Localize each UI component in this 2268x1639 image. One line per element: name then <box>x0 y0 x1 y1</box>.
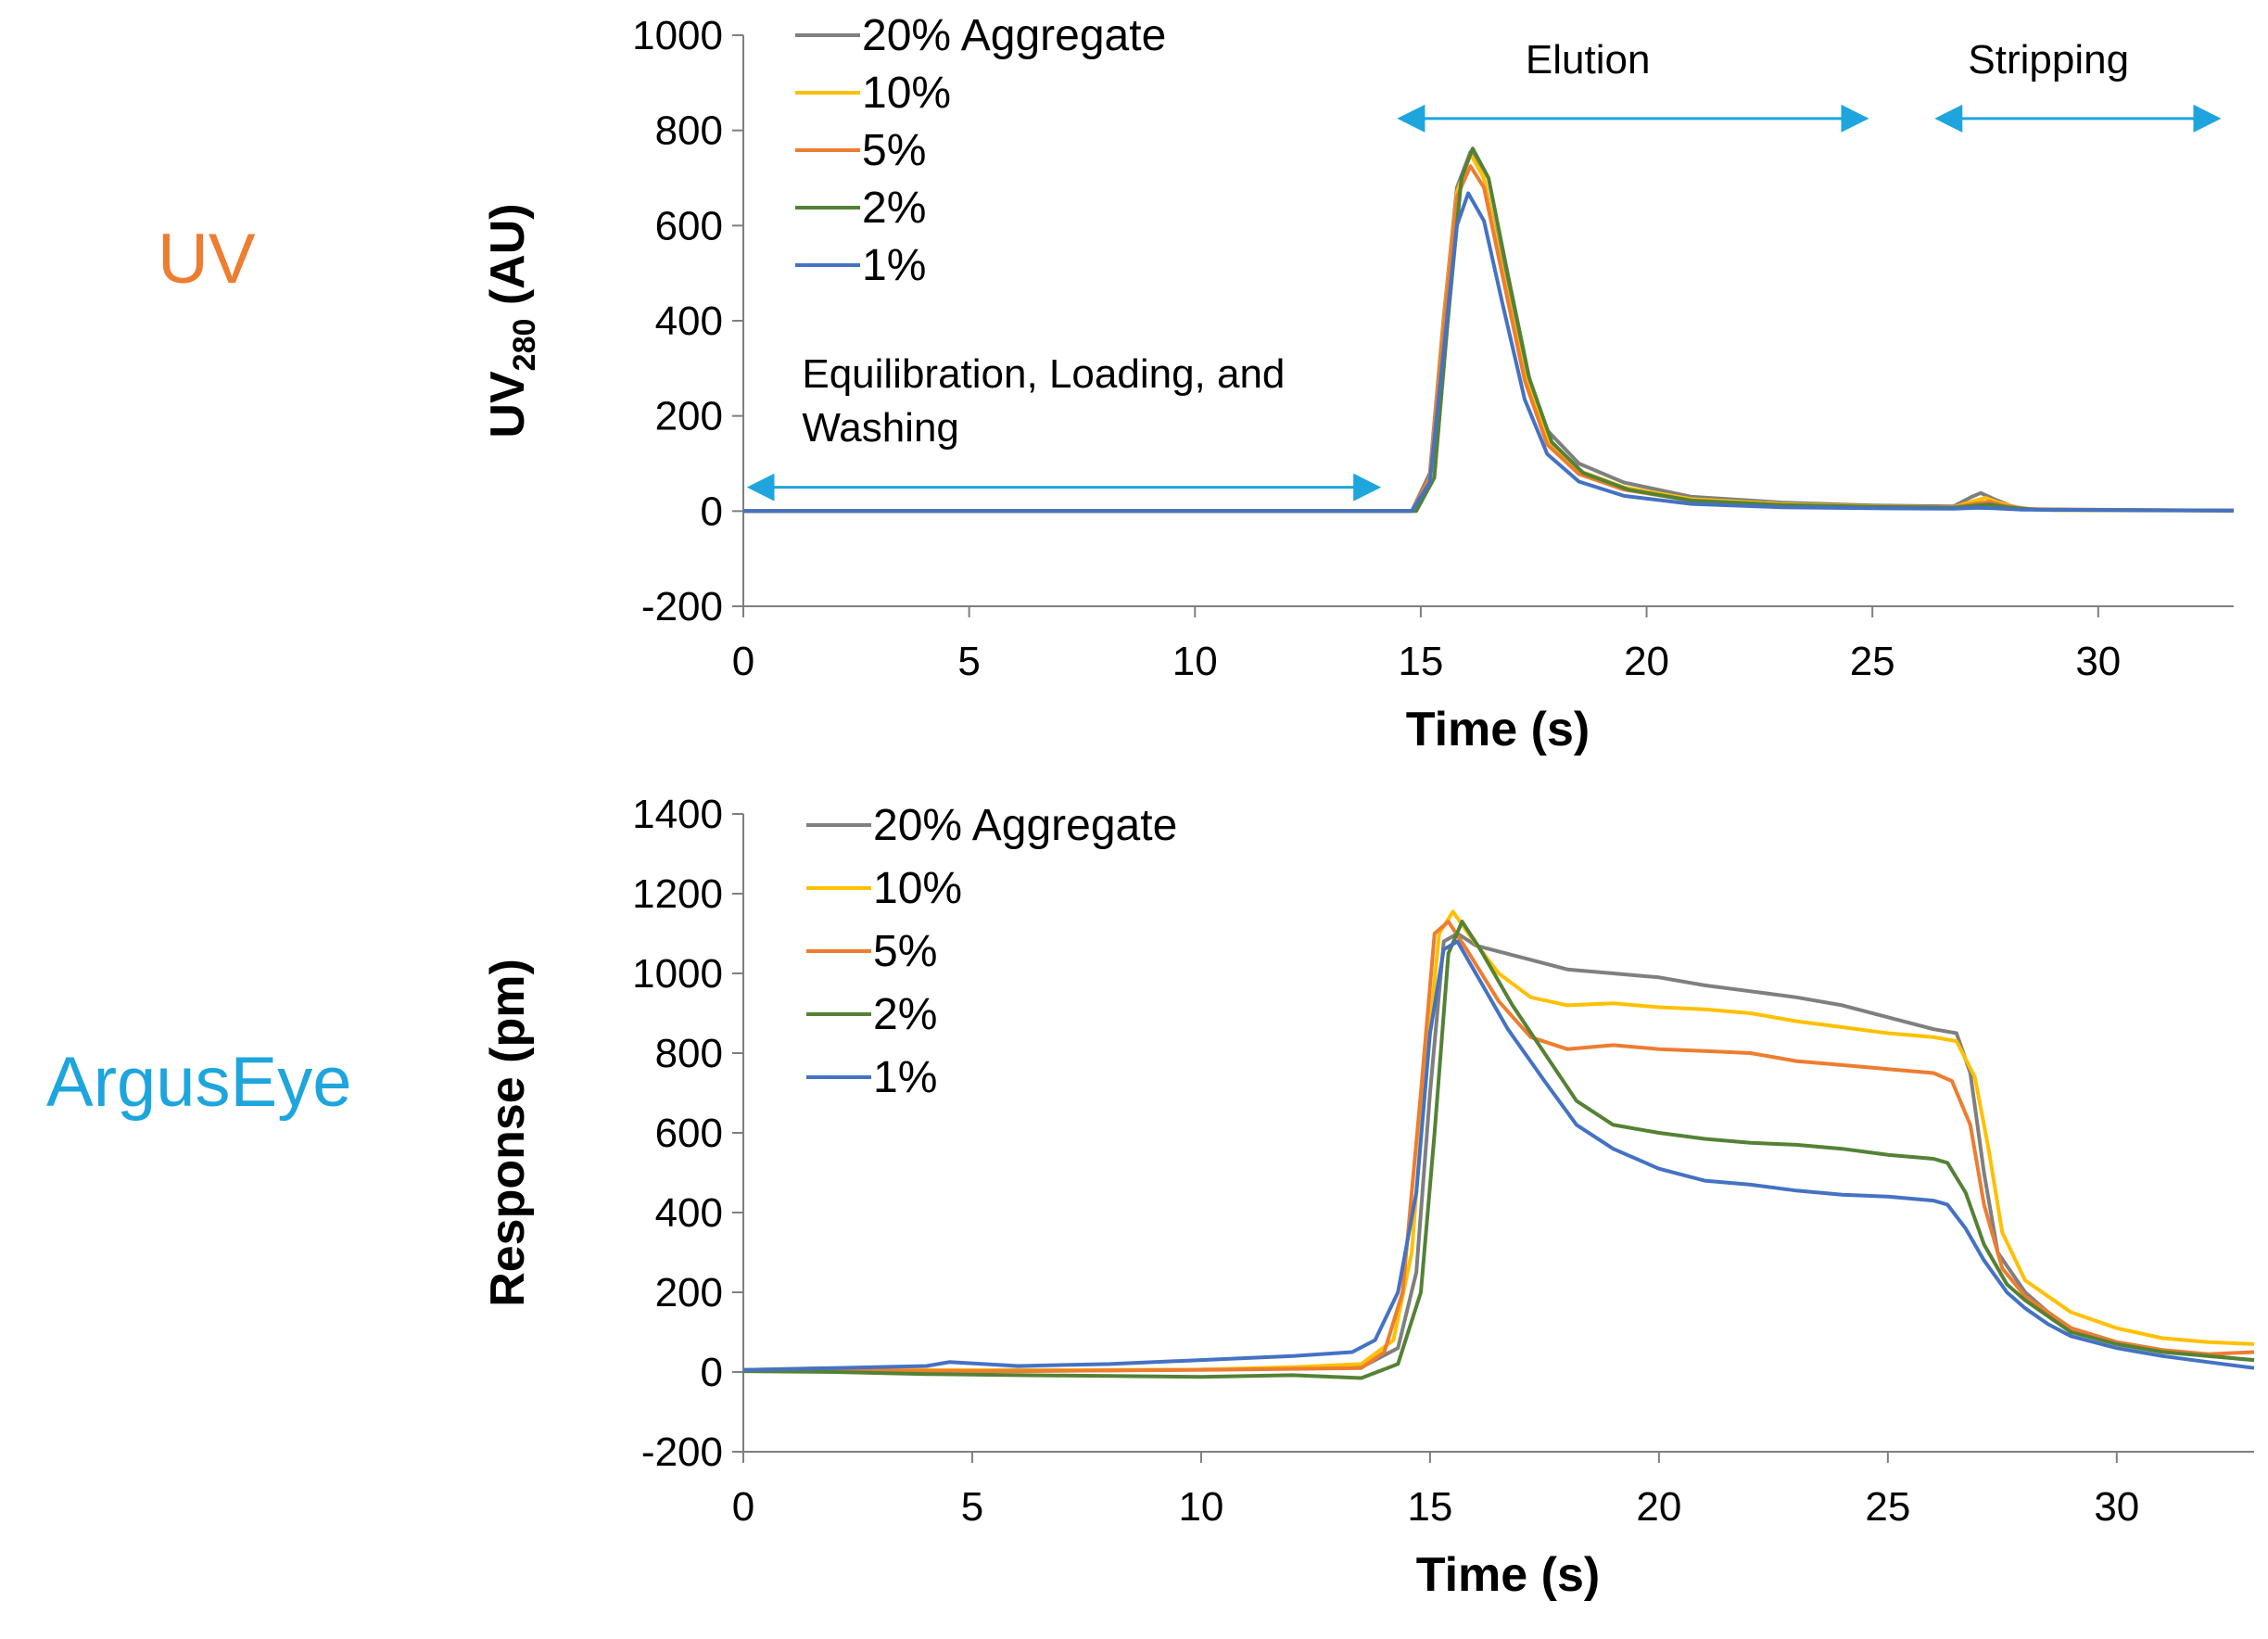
arguseye-section-label: ArgusEye <box>46 1043 352 1122</box>
legend-label: 2% <box>862 184 926 233</box>
x-tick-label: 30 <box>2075 639 2121 684</box>
series-line <box>742 939 2255 1372</box>
series-line <box>742 920 2255 1380</box>
y-tick-label: 0 <box>701 489 723 534</box>
y-axis-title: UV280 (AU) <box>481 203 542 438</box>
series-line <box>743 164 2235 514</box>
y-tick-label: 400 <box>655 299 723 344</box>
x-tick-label: 10 <box>1172 639 1218 684</box>
x-tick-label: 5 <box>961 1484 983 1530</box>
phase-annotation: Equilibration, Loading, and <box>802 351 1285 397</box>
x-tick-label: 0 <box>732 1484 754 1530</box>
y-tick-label: 1000 <box>632 13 723 58</box>
legend-label: 20% Aggregate <box>873 801 1177 850</box>
phase-annotation: Stripping <box>1968 37 2129 83</box>
legend-label: 5% <box>862 126 926 175</box>
legend-label: 1% <box>862 241 926 290</box>
y-tick-label: 800 <box>655 108 723 154</box>
x-tick-label: 25 <box>1865 1484 1910 1530</box>
legend-label: 1% <box>873 1053 937 1102</box>
y-tick-label: 800 <box>655 1031 723 1076</box>
uv-section-label: UV <box>158 220 256 299</box>
x-tick-label: 20 <box>1624 639 1669 684</box>
series-group <box>742 909 2255 1380</box>
x-axis-title: Time (s) <box>1416 1548 1600 1602</box>
legend-label: 5% <box>873 927 937 976</box>
y-tick-label: -200 <box>641 584 723 629</box>
x-axis-title: Time (s) <box>1406 703 1590 756</box>
legend-label: 10% <box>862 69 951 118</box>
x-tick-label: 25 <box>1850 639 1895 684</box>
x-tick-label: 30 <box>2094 1484 2139 1530</box>
y-tick-label: 1200 <box>632 871 723 917</box>
x-tick-label: 0 <box>732 639 754 684</box>
x-tick-label: 20 <box>1636 1484 1681 1530</box>
y-tick-label: 1400 <box>632 792 723 837</box>
x-tick-label: 15 <box>1407 1484 1452 1530</box>
x-tick-label: 10 <box>1178 1484 1223 1530</box>
legend-label: 10% <box>873 864 962 913</box>
legend-label: 2% <box>873 990 937 1039</box>
series-line <box>743 191 2235 514</box>
y-tick-label: 200 <box>655 1270 723 1315</box>
y-tick-label: -200 <box>641 1429 723 1475</box>
x-tick-label: 5 <box>957 639 980 684</box>
series-line <box>743 920 2255 1374</box>
y-axis-title: Response (pm) <box>481 959 535 1307</box>
x-tick-label: 15 <box>1398 639 1443 684</box>
y-tick-label: 600 <box>655 203 723 248</box>
y-tick-label: 400 <box>655 1190 723 1236</box>
series-group <box>743 146 2235 514</box>
phase-annotation-line2: Washing <box>802 405 959 451</box>
y-tick-label: 600 <box>655 1111 723 1156</box>
y-tick-label: 1000 <box>632 951 723 997</box>
y-tick-label: 0 <box>701 1350 723 1395</box>
y-tick-label: 200 <box>655 394 723 439</box>
legend-label: 20% Aggregate <box>862 11 1166 60</box>
phase-annotation: Elution <box>1526 37 1651 83</box>
